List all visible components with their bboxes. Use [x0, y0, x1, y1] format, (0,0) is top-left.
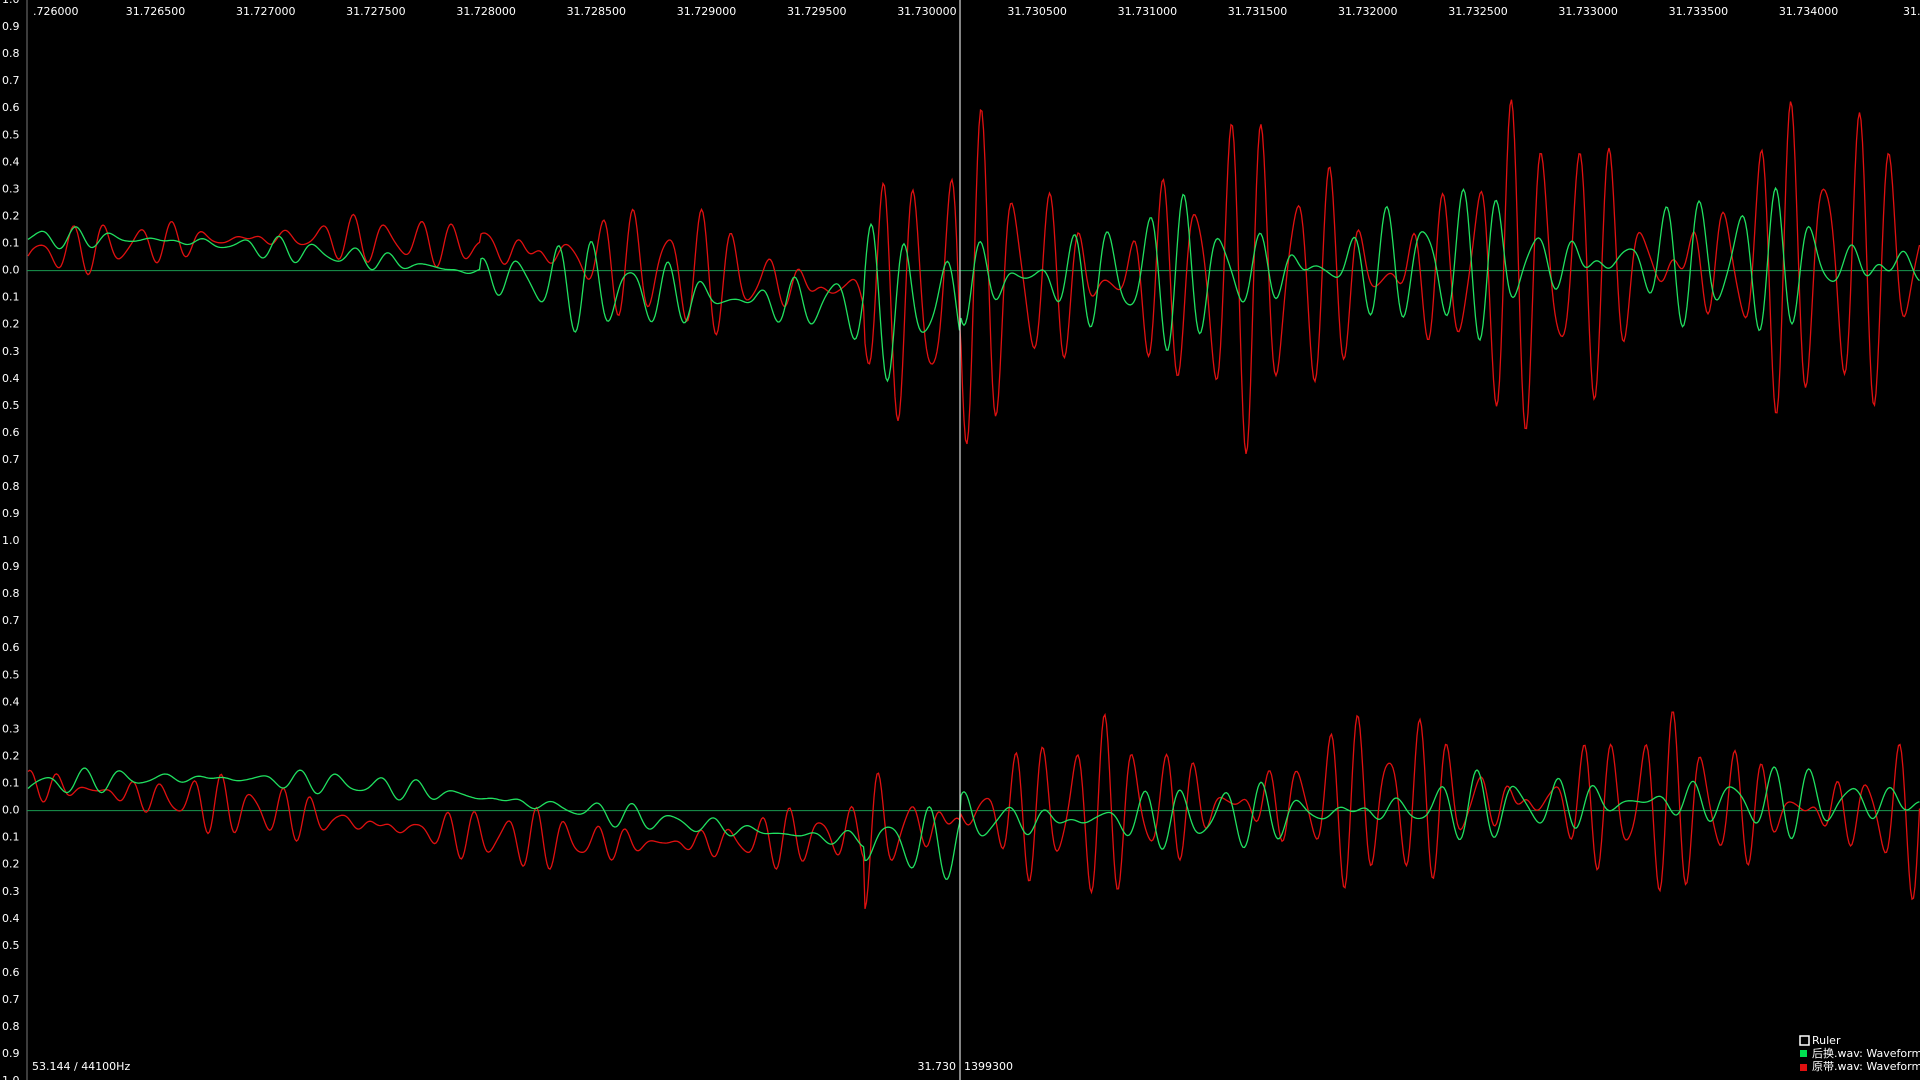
y-axis-label: 0.6 [2, 966, 20, 979]
ruler-label: 31.730000 [897, 5, 957, 18]
y-axis-label: 0.6 [2, 641, 20, 654]
y-axis-label: 0.2 [2, 858, 20, 871]
y-axis-label: 0.7 [2, 614, 20, 627]
y-axis-label: 0.6 [2, 426, 20, 439]
y-axis-label: 0.3 [2, 182, 20, 195]
y-axis-label: 0.5 [2, 399, 20, 412]
y-axis-label: 0.0 [2, 804, 20, 817]
ruler-label: 31.731000 [1118, 5, 1178, 18]
y-axis-label: 0.2 [2, 749, 20, 762]
legend-entry: Ruler [1812, 1034, 1841, 1047]
y-axis-label: 0.9 [2, 1047, 20, 1060]
ruler-label: 31.730500 [1007, 5, 1067, 18]
y-axis-label: 0.1 [2, 777, 20, 790]
waveform [27, 766, 1920, 881]
ruler-label: .726000 [33, 5, 79, 18]
ruler-label: 31.731500 [1228, 5, 1288, 18]
waveform [27, 186, 1920, 383]
y-axis-label: 0.8 [2, 587, 20, 600]
cursor-sample: 1399300 [964, 1060, 1013, 1073]
ruler-label: 31.733500 [1669, 5, 1729, 18]
ruler-label: 31.727000 [236, 5, 296, 18]
y-axis-label: 0.4 [2, 155, 20, 168]
y-axis-label: 0.3 [2, 345, 20, 358]
y-axis-label: 0.1 [2, 831, 20, 844]
ruler-label: 31.732500 [1448, 5, 1508, 18]
y-axis-label: 0.8 [2, 1020, 20, 1033]
ruler-label: 31.734000 [1779, 5, 1839, 18]
y-axis-label: 0.0 [2, 264, 20, 277]
y-axis-label: 0.2 [2, 209, 20, 222]
ruler-label: 31.728500 [567, 5, 627, 18]
y-axis-label: 0.7 [2, 74, 20, 87]
y-axis-label: 0.9 [2, 20, 20, 33]
ruler-label: 31.727500 [346, 5, 406, 18]
ruler-label: 31.728000 [456, 5, 516, 18]
legend-entry: 后换.wav: Waveform [1812, 1046, 1920, 1060]
waveform [27, 99, 1920, 455]
ruler-label: 31.73 [1903, 5, 1920, 18]
y-axis-label: 1.0 [2, 1074, 20, 1080]
y-axis-label: 1.0 [2, 0, 20, 6]
legend-swatch [1799, 1035, 1810, 1046]
y-axis-label: 0.1 [2, 237, 20, 250]
y-axis-label: 0.8 [2, 480, 20, 493]
y-axis-label: 0.5 [2, 128, 20, 141]
ruler-label: 31.732000 [1338, 5, 1398, 18]
y-axis-label: 0.4 [2, 912, 20, 925]
y-axis-label: 0.3 [2, 722, 20, 735]
y-axis-label: 0.3 [2, 885, 20, 898]
y-axis-label: 0.7 [2, 993, 20, 1006]
y-axis-label: 0.8 [2, 47, 20, 60]
y-axis-label: 0.9 [2, 560, 20, 573]
ruler-label: 31.729500 [787, 5, 847, 18]
y-axis-label: 0.4 [2, 695, 20, 708]
cursor-time: 31.730 [918, 1060, 957, 1073]
y-axis-label: 0.1 [2, 291, 20, 304]
legend-entry: 原带.wav: Waveform [1812, 1060, 1920, 1073]
ruler-label: 31.726500 [126, 5, 186, 18]
legend-swatch [1800, 1050, 1807, 1057]
ruler-label: 31.729000 [677, 5, 737, 18]
y-axis-label: 0.2 [2, 318, 20, 331]
status-left: 53.144 / 44100Hz [32, 1060, 130, 1073]
y-axis-label: 0.7 [2, 453, 20, 466]
y-axis-label: 0.6 [2, 101, 20, 114]
ruler-label: 31.733000 [1558, 5, 1618, 18]
legend-swatch [1800, 1064, 1807, 1071]
y-axis-label: 1.0 [2, 534, 20, 547]
y-axis-label: 0.4 [2, 372, 20, 385]
y-axis-label: 0.5 [2, 939, 20, 952]
y-axis-label: 0.5 [2, 668, 20, 681]
y-axis-label: 0.9 [2, 507, 20, 520]
